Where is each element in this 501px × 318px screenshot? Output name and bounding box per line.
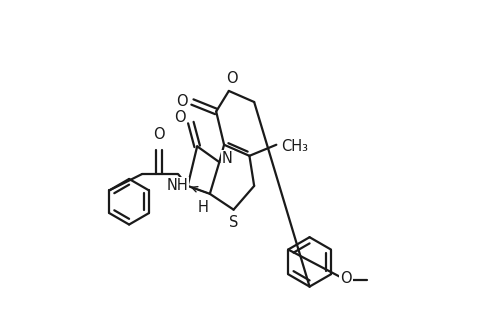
Text: O: O bbox=[174, 110, 186, 125]
Text: N: N bbox=[221, 150, 232, 166]
Text: H: H bbox=[197, 199, 208, 215]
Text: O: O bbox=[153, 127, 165, 142]
Text: O: O bbox=[226, 71, 237, 86]
Text: O: O bbox=[340, 271, 351, 286]
Text: S: S bbox=[228, 215, 238, 230]
Text: NH: NH bbox=[166, 178, 188, 193]
Text: CH₃: CH₃ bbox=[281, 139, 308, 154]
Text: O: O bbox=[176, 94, 187, 109]
